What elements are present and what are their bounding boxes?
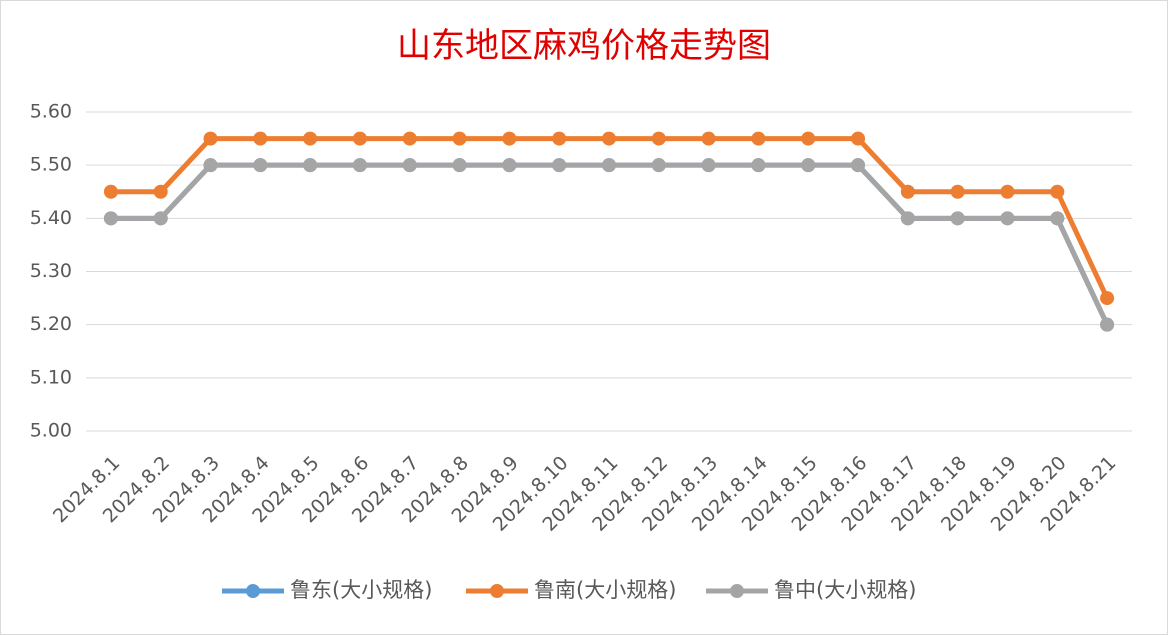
data-point [602, 131, 616, 146]
data-point [701, 158, 716, 173]
data-point [402, 158, 417, 173]
data-point [1100, 291, 1115, 306]
data-point [303, 131, 318, 146]
data-point [751, 131, 766, 146]
data-point [1100, 317, 1115, 332]
data-point [552, 158, 567, 173]
data-point [352, 131, 367, 146]
data-point [253, 158, 268, 173]
data-point [552, 131, 567, 146]
legend-swatch-marker [490, 584, 504, 598]
data-point [303, 158, 318, 173]
data-point [1050, 211, 1065, 226]
data-point [751, 158, 766, 173]
data-point [502, 158, 517, 173]
data-point [701, 131, 716, 146]
y-tick-label: 5.20 [30, 313, 72, 335]
legend-label: 鲁中(大小规格) [774, 578, 916, 602]
data-point [851, 158, 866, 173]
data-point [651, 158, 666, 173]
data-point [602, 158, 616, 173]
y-tick-label: 5.60 [30, 101, 72, 123]
legend-swatch-marker [730, 584, 744, 598]
data-point [950, 184, 965, 199]
y-tick-label: 5.00 [30, 420, 72, 442]
data-point [153, 184, 168, 199]
data-point [651, 131, 666, 146]
data-point [851, 131, 866, 146]
legend-label: 鲁南(大小规格) [534, 578, 676, 602]
legend-label: 鲁东(大小规格) [290, 578, 432, 602]
data-point [502, 131, 517, 146]
y-tick-label: 5.30 [30, 260, 72, 282]
data-point [103, 211, 118, 226]
y-tick-label: 5.40 [30, 207, 72, 229]
data-point [1000, 211, 1015, 226]
data-point [900, 184, 915, 199]
data-point [950, 211, 965, 226]
data-point [103, 184, 118, 199]
data-point [203, 131, 218, 146]
data-point [203, 158, 218, 173]
data-point [452, 131, 467, 146]
data-point [801, 158, 816, 173]
chart-title: 山东地区麻鸡价格走势图 [397, 26, 771, 66]
y-tick-label: 5.10 [30, 366, 72, 388]
data-point [1050, 184, 1065, 199]
y-tick-label: 5.50 [30, 154, 72, 176]
data-point [253, 131, 268, 146]
data-point [1000, 184, 1015, 199]
data-point [801, 131, 816, 146]
data-point [352, 158, 367, 173]
data-point [402, 131, 417, 146]
data-point [900, 211, 915, 226]
data-point [153, 211, 168, 226]
legend-swatch-marker [246, 584, 260, 598]
data-point [452, 158, 467, 173]
